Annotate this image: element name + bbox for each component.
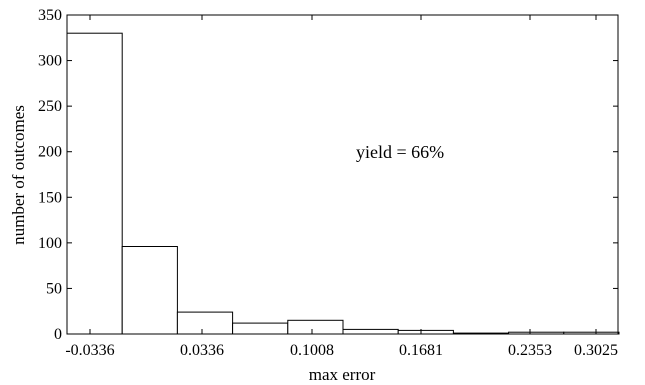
x-tick-label: -0.0336	[65, 342, 114, 359]
x-tick-label: 0.1681	[399, 342, 443, 359]
y-tick-label: 100	[38, 235, 62, 252]
x-tick-label: 0.1008	[290, 342, 334, 359]
histogram-bar	[66, 32, 123, 335]
x-tick-label: 0.2353	[508, 342, 552, 359]
y-tick-label: 350	[38, 7, 62, 24]
y-tick-label: 300	[38, 53, 62, 70]
x-tick-label: 0.0336	[180, 342, 224, 359]
histogram-bar	[176, 311, 234, 335]
y-tick-label: 150	[38, 189, 62, 206]
histogram-bar	[287, 319, 344, 335]
histogram-bar	[397, 329, 454, 335]
histogram-bar	[121, 246, 178, 335]
histogram-bar	[232, 322, 289, 335]
x-tick-label: 0.3025	[574, 342, 618, 359]
y-tick-label: 250	[38, 98, 62, 115]
yield-annotation: yield = 66%	[356, 142, 444, 162]
histogram-bars	[66, 32, 620, 335]
y-axis-label: number of outcomes	[9, 105, 28, 245]
plot-frame	[66, 14, 619, 335]
x-axis-label: max error	[309, 365, 376, 384]
y-tick-label: 0	[54, 326, 62, 343]
y-axis-ticks: 0 50 100 150 200 250 300 350	[38, 7, 618, 343]
y-tick-label: 200	[38, 144, 62, 161]
x-axis-ticks: -0.0336 0.0336 0.1008 0.1681 0.2353 0.3025	[65, 15, 618, 359]
histogram-bar	[342, 328, 399, 335]
y-tick-label: 50	[46, 280, 62, 297]
